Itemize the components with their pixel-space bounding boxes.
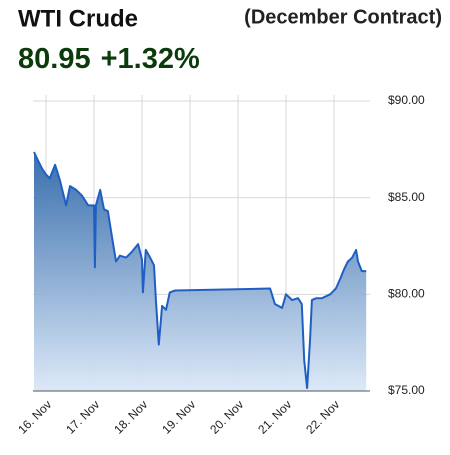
price-line: 80.95 +1.32%	[18, 43, 200, 75]
x-tick-label: 22. Nov	[303, 397, 342, 436]
chart-subtitle: (December Contract)	[244, 6, 442, 28]
x-tick-label: 21. Nov	[255, 397, 294, 436]
y-tick-label: $90.00	[388, 93, 425, 107]
y-tick-label: $85.00	[388, 190, 425, 204]
plot	[33, 151, 367, 391]
x-tick-label: 16. Nov	[15, 397, 54, 436]
area	[34, 152, 367, 391]
change: +1.32%	[101, 43, 200, 75]
x-tick-label: 18. Nov	[111, 397, 150, 436]
x-tick-label: 17. Nov	[63, 397, 102, 436]
x-tick-label: 20. Nov	[207, 397, 246, 436]
y-tick-label: $75.00	[388, 383, 425, 397]
price-line	[33, 151, 367, 390]
x-tick-label: 19. Nov	[159, 397, 198, 436]
chart-title: WTI Crude	[18, 5, 138, 32]
y-tick-label: $80.00	[388, 287, 425, 301]
price: 80.95	[18, 43, 91, 75]
